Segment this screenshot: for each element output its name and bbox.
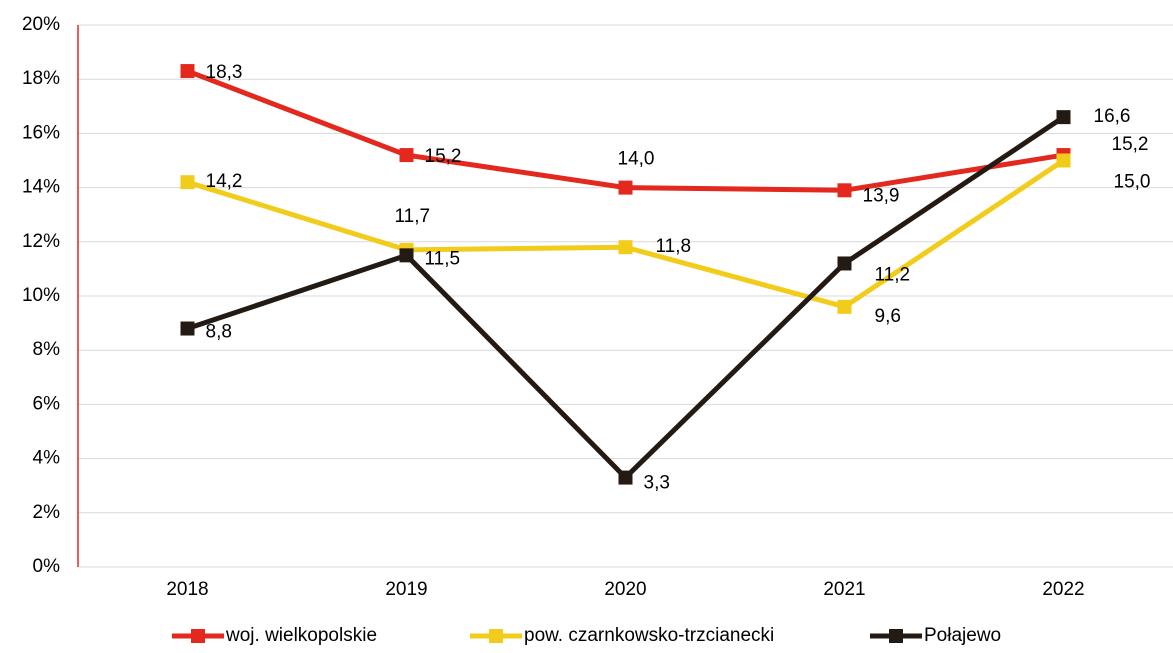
point-marker <box>1056 110 1071 125</box>
x-tick-label: 2018 <box>166 579 208 600</box>
data-label: 15,2 <box>425 146 462 167</box>
point-marker <box>180 175 195 190</box>
y-tick-label: 6% <box>33 393 61 414</box>
x-tick-label: 2022 <box>1042 579 1084 600</box>
y-tick-label: 20% <box>22 14 60 35</box>
point-marker <box>618 240 633 255</box>
data-label: 8,8 <box>206 322 232 343</box>
data-label: 11,8 <box>656 236 692 257</box>
y-tick-label: 12% <box>22 231 60 252</box>
legend-label: woj. wielkopolskie <box>225 625 377 646</box>
data-label: 11,2 <box>875 264 911 285</box>
point-marker <box>837 183 852 198</box>
y-tick-label: 4% <box>33 448 61 469</box>
y-tick-label: 18% <box>22 68 60 89</box>
data-label: 14,0 <box>618 149 655 170</box>
point-marker <box>399 248 414 263</box>
data-label: 14,2 <box>206 171 243 192</box>
y-tick-label: 14% <box>22 177 60 198</box>
data-label: 15,0 <box>1114 172 1151 193</box>
point-marker <box>618 180 633 195</box>
data-label: 3,3 <box>644 473 670 494</box>
point-marker <box>837 299 852 314</box>
data-label: 11,7 <box>395 206 431 227</box>
legend-marker <box>889 629 903 643</box>
legend-label: Połajewo <box>924 625 1001 646</box>
y-tick-label: 8% <box>33 339 61 360</box>
point-marker <box>618 470 633 485</box>
series-line <box>186 68 1064 193</box>
x-tick-label: 2020 <box>604 579 646 600</box>
y-tick-label: 0% <box>33 556 61 577</box>
data-label: 9,6 <box>875 306 901 327</box>
data-label: 16,6 <box>1094 106 1131 127</box>
data-label: 13,9 <box>863 185 900 206</box>
point-marker <box>180 64 195 79</box>
point-marker <box>837 256 852 271</box>
data-label: 15,2 <box>1112 134 1149 155</box>
legend-label: pow. czarnkowsko-trzcianecki <box>524 625 774 646</box>
x-tick-label: 2021 <box>823 579 865 600</box>
series-line <box>186 115 1065 482</box>
point-marker <box>1056 153 1071 168</box>
data-label: 18,3 <box>206 62 243 83</box>
data-label: 11,5 <box>425 248 461 269</box>
point-marker <box>180 321 195 336</box>
legend-marker <box>191 629 205 643</box>
y-tick-label: 2% <box>33 502 61 523</box>
y-tick-label: 10% <box>22 285 60 306</box>
legend-marker <box>489 629 503 643</box>
x-tick-label: 2019 <box>385 579 427 600</box>
point-marker <box>399 148 414 163</box>
y-tick-label: 16% <box>22 122 60 143</box>
